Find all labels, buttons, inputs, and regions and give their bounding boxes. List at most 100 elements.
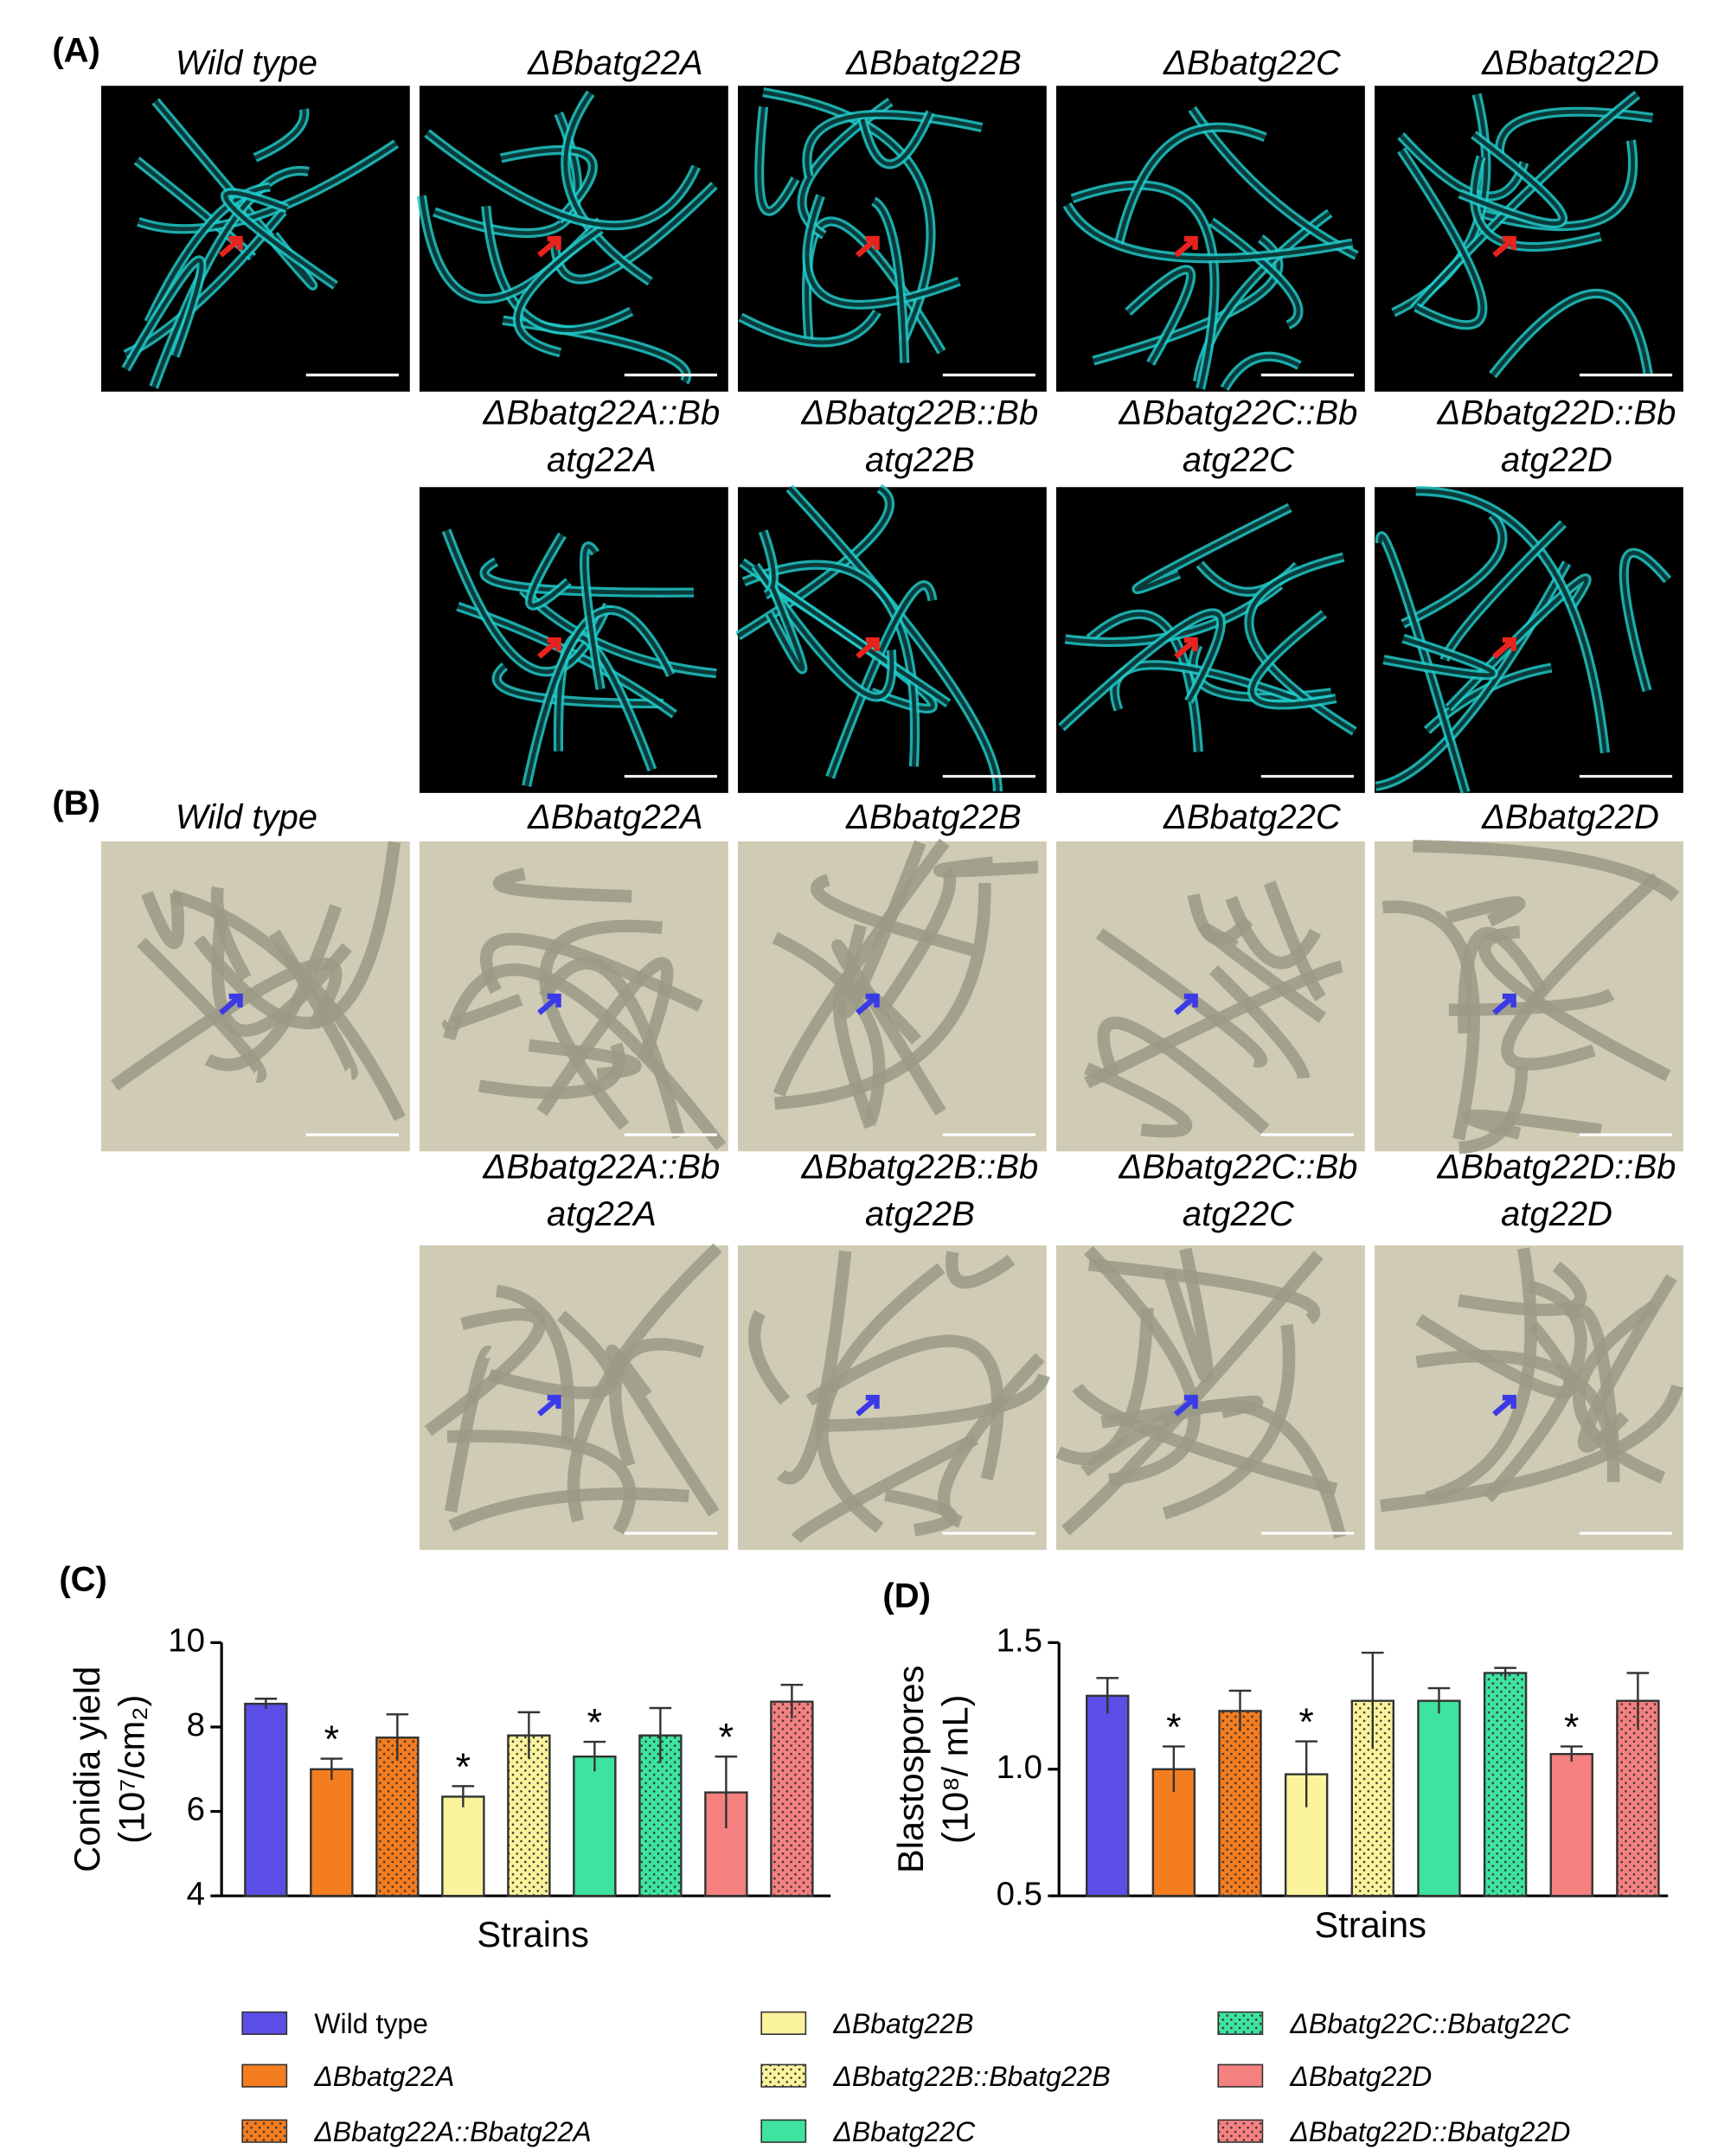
arrow <box>1174 1394 1198 1417</box>
hypha <box>1461 1109 1602 1140</box>
hypha-core <box>1209 220 1301 328</box>
hypha <box>1458 926 1548 1034</box>
legend-swatch <box>241 2063 288 2088</box>
hypha <box>141 891 185 950</box>
micrograph <box>419 487 728 793</box>
error-bar <box>1295 1740 1317 1807</box>
legend-swatch <box>241 2011 288 2035</box>
hypha <box>487 1310 619 1399</box>
image-title: ΔBbatg22A::Bb <box>483 1148 721 1187</box>
hypha-core <box>767 586 805 672</box>
micrograph <box>1375 840 1683 1155</box>
hypha-core <box>1250 611 1337 707</box>
hypha <box>1381 900 1480 1141</box>
legend-swatch <box>1217 2011 1264 2035</box>
hypha <box>1501 873 1662 1071</box>
significance: * <box>587 1701 602 1744</box>
hypha <box>946 1251 1016 1289</box>
hypha-core <box>1116 125 1266 248</box>
arrow <box>537 1394 561 1417</box>
hypha-core <box>1621 551 1670 692</box>
error-bar <box>452 1785 475 1807</box>
hypha <box>831 939 946 1116</box>
arrow <box>856 1394 880 1417</box>
micrograph <box>1375 486 1683 794</box>
panel-label: (B) <box>52 784 100 822</box>
bar <box>1086 1694 1130 1897</box>
hypha <box>805 1334 1004 1481</box>
hypha-core <box>1222 354 1301 390</box>
hypha-core <box>1126 267 1193 365</box>
hypha-core <box>153 99 316 288</box>
micrograph <box>419 1243 728 1551</box>
hypha <box>811 873 976 956</box>
error-bar <box>1626 1672 1650 1729</box>
legend-label: ΔBbatg22D <box>1289 2061 1432 2092</box>
y-tick-label: 6 <box>187 1791 205 1828</box>
hypha-core <box>494 664 663 706</box>
image-title: atg22C <box>1183 441 1295 479</box>
image-title: ΔBbatg22C <box>1163 44 1342 82</box>
y-axis-label: Blastospores <box>890 1666 931 1873</box>
hypha <box>791 1433 979 1544</box>
micrograph <box>100 841 410 1152</box>
hypha-core <box>1472 156 1602 249</box>
micrograph <box>1056 841 1365 1152</box>
panel-label: (A) <box>52 31 100 69</box>
legend-swatch <box>760 2063 807 2088</box>
y-axis-label: (10⁸/ mL) <box>934 1695 975 1844</box>
micrograph <box>1375 86 1683 392</box>
image-title: ΔBbatg22A::Bb <box>483 394 721 432</box>
hypha <box>1380 1384 1684 1513</box>
hypha-core <box>860 111 933 167</box>
hypha-core <box>742 562 917 767</box>
bar <box>441 1795 485 1897</box>
hypha-core <box>1480 139 1636 229</box>
significance: * <box>1298 1700 1313 1743</box>
arrow <box>537 235 561 258</box>
error-bar <box>649 1706 672 1763</box>
y-axis-label: (10⁷/cm₂) <box>111 1695 151 1844</box>
error-bar <box>254 1698 278 1709</box>
hypha <box>772 838 950 1097</box>
y-tick-label: 10 <box>168 1622 205 1659</box>
hypha <box>1573 1300 1666 1484</box>
image-title: ΔBbatg22D::Bb <box>1437 394 1676 432</box>
hypha <box>747 1309 791 1405</box>
micrograph <box>737 86 1047 392</box>
hypha-core <box>563 92 651 284</box>
hypha <box>210 886 252 982</box>
arrow <box>219 235 243 258</box>
hypha <box>1458 1065 1528 1155</box>
legend-swatch <box>1217 2119 1264 2143</box>
hypha <box>815 1372 1050 1432</box>
hypha <box>1187 893 1253 946</box>
legend-label: Wild type <box>314 2008 428 2039</box>
image-title: ΔBbatg22C::Bb <box>1118 1148 1357 1187</box>
hypha-core <box>151 169 310 388</box>
hypha <box>1483 1280 1587 1503</box>
image-title: ΔBbatg22D::Bb <box>1437 1148 1676 1187</box>
hypha-core <box>1112 662 1298 711</box>
hypha-core <box>757 106 798 214</box>
micrograph-bg <box>1375 86 1683 392</box>
legend-label: ΔBbatg22D::Bbatg22D <box>1289 2116 1570 2147</box>
image-title: atg22A <box>547 441 657 479</box>
hypha <box>269 930 358 1080</box>
hypha-core <box>484 206 632 333</box>
y-tick-label: 0.5 <box>997 1875 1042 1912</box>
hypha-core <box>426 131 698 228</box>
arrow <box>1174 993 1198 1015</box>
hypha <box>1087 1258 1321 1325</box>
hypha <box>1425 1247 1537 1504</box>
hypha-core <box>1065 203 1353 261</box>
micrograph <box>737 1245 1050 1551</box>
y-tick-label: 1.5 <box>997 1622 1042 1659</box>
micrograph <box>737 838 1047 1152</box>
hypha-core <box>1446 576 1589 710</box>
hypha-core <box>753 564 894 700</box>
hypha <box>536 956 674 1116</box>
bar <box>1483 1672 1528 1897</box>
hypha <box>424 1308 546 1436</box>
